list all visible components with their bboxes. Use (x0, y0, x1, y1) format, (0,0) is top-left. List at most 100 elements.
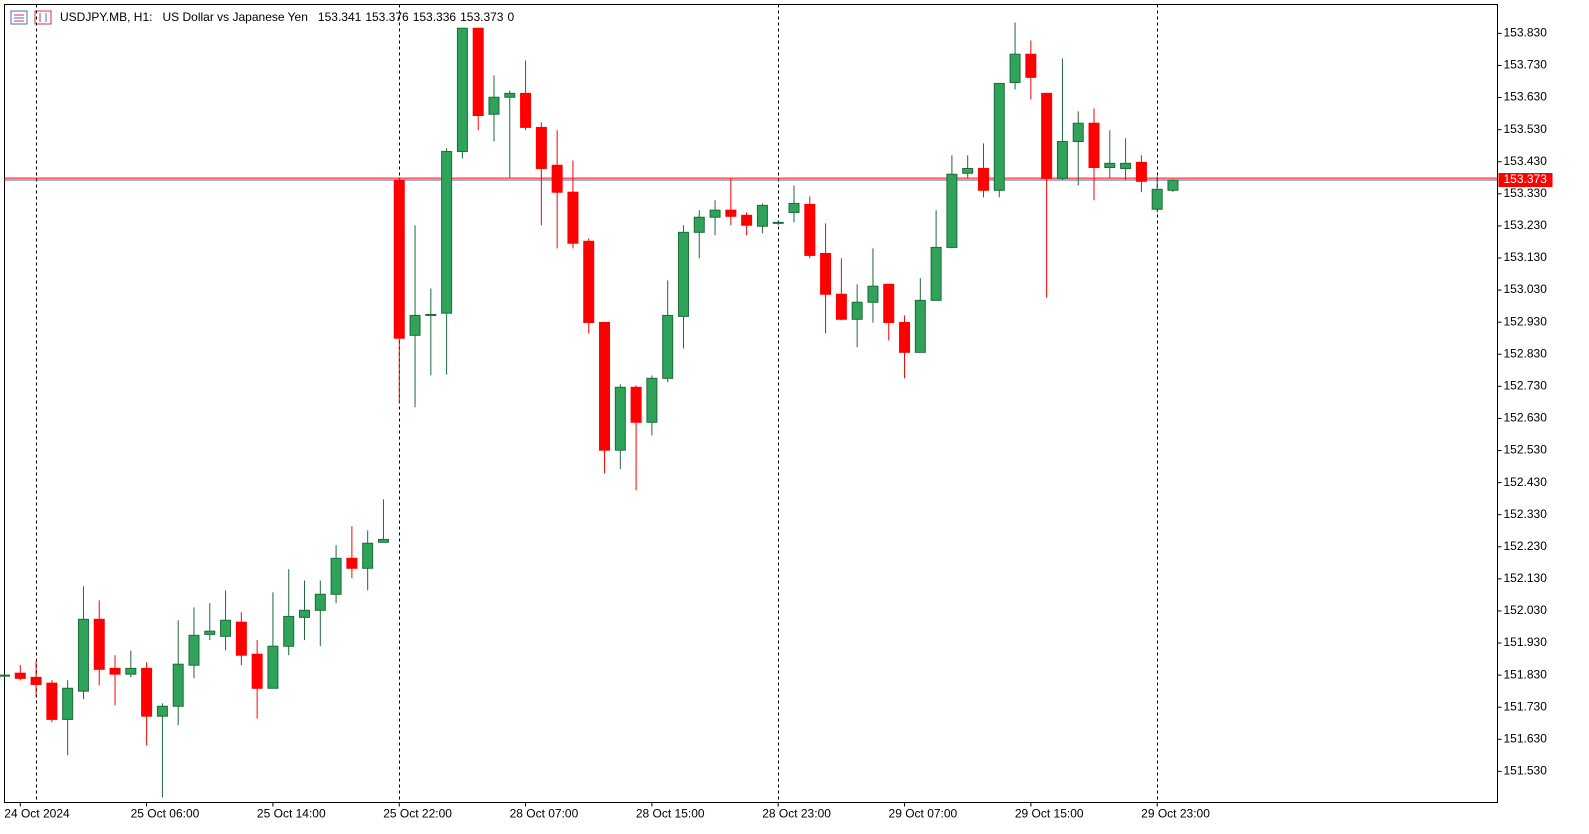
y-tick-label: 152.330 (1504, 507, 1548, 521)
candle-body (946, 173, 958, 248)
candle-body (835, 293, 847, 320)
candle-body (867, 285, 879, 303)
y-tick-label: 153.230 (1504, 218, 1548, 232)
candle-body (109, 667, 121, 675)
candle-body (883, 283, 895, 323)
candle-body (977, 167, 989, 191)
candle-body (693, 216, 705, 233)
candle-body (172, 663, 184, 707)
y-tick-label: 153.030 (1504, 282, 1548, 296)
x-tick-label: 25 Oct 22:00 (383, 807, 452, 821)
header-text: US Dollar vs Japanese Yen (162, 10, 307, 24)
candle-body (346, 557, 358, 569)
x-tick-label: 25 Oct 06:00 (131, 807, 200, 821)
candle-body (425, 313, 437, 316)
candle-body (709, 209, 721, 218)
candle-body (267, 645, 279, 689)
candle-body (630, 386, 642, 423)
candle-body (756, 204, 768, 227)
y-tick-label: 152.230 (1504, 539, 1548, 553)
header-text: 153.336 (413, 10, 457, 24)
candle-body (330, 557, 342, 595)
candle-body (820, 252, 832, 295)
candle-body (472, 27, 484, 117)
candle-body (188, 634, 200, 666)
candle-body (1072, 122, 1084, 143)
y-tick-label: 151.530 (1504, 764, 1548, 778)
candle-body (220, 619, 232, 637)
candle-body (46, 682, 58, 720)
candle-body (125, 667, 137, 675)
candle-body (0, 674, 10, 677)
candle-body (362, 542, 374, 569)
y-tick-label: 151.830 (1504, 667, 1548, 681)
x-tick-label: 29 Oct 15:00 (1015, 807, 1084, 821)
y-tick-label: 151.730 (1504, 699, 1548, 713)
candle-body (1135, 161, 1147, 182)
candle-body (141, 667, 153, 717)
candle-body (551, 164, 563, 193)
candle-body (851, 301, 863, 320)
candle-body (914, 299, 926, 353)
candle-body (567, 191, 579, 244)
y-tick-label: 152.430 (1504, 475, 1548, 489)
y-tick-label: 151.630 (1504, 731, 1548, 745)
y-tick-label: 153.530 (1504, 122, 1548, 136)
candle-body (93, 618, 105, 670)
candle-body (299, 609, 311, 618)
candle-body (583, 240, 595, 323)
candle-body (899, 321, 911, 353)
x-tick-label: 29 Oct 23:00 (1141, 807, 1210, 821)
candle-body (535, 126, 547, 169)
y-tick-label: 151.930 (1504, 635, 1548, 649)
candle-body (235, 621, 247, 656)
candle-body (62, 687, 74, 720)
y-tick-label: 153.430 (1504, 154, 1548, 168)
candle-body (772, 221, 784, 224)
candle-body (77, 618, 89, 692)
candle-body (409, 314, 421, 336)
x-tick-label: 24 Oct 2024 (4, 807, 70, 821)
candle-body (993, 82, 1005, 191)
candle-body (1167, 179, 1179, 191)
y-tick-label: 152.030 (1504, 603, 1548, 617)
candle-body (662, 314, 674, 379)
price-label: 153.373 (1504, 172, 1548, 186)
y-tick-label: 153.330 (1504, 186, 1548, 200)
header-text: 153.376 (365, 10, 409, 24)
candle-body (1151, 188, 1163, 210)
candle-body (741, 214, 753, 226)
candle-body (1009, 53, 1021, 83)
plot-frame (4, 4, 1498, 803)
candle-body (393, 179, 405, 339)
candle-body (1120, 162, 1132, 169)
symbol-icon (10, 10, 52, 25)
candle-body (599, 321, 611, 451)
candle-body (204, 630, 216, 635)
header-text: USDJPY.MB, H1: (60, 10, 152, 24)
candle-body (251, 653, 263, 689)
candle-body (1025, 53, 1037, 78)
candle-body (1104, 162, 1116, 169)
x-tick-label: 28 Oct 23:00 (762, 807, 831, 821)
candle-body (504, 92, 516, 98)
candle-body (1056, 141, 1068, 179)
y-tick-label: 153.830 (1504, 26, 1548, 40)
candle-body (930, 246, 942, 301)
candle-body (488, 96, 500, 115)
price-label-bg (1498, 173, 1553, 188)
header-text: 153.373 (460, 10, 504, 24)
candle-body (646, 377, 658, 423)
candle-body (377, 538, 389, 543)
y-tick-label: 152.630 (1504, 411, 1548, 425)
x-tick-label: 25 Oct 14:00 (257, 807, 326, 821)
candle-body (520, 92, 532, 128)
y-tick-label: 152.830 (1504, 346, 1548, 360)
candle-body (30, 676, 42, 685)
x-tick-label: 28 Oct 07:00 (510, 807, 579, 821)
candle-body (14, 672, 26, 679)
y-tick-label: 153.730 (1504, 58, 1548, 72)
candle-body (283, 615, 295, 647)
header-text: 0 (507, 10, 514, 24)
candle-body (156, 705, 168, 717)
